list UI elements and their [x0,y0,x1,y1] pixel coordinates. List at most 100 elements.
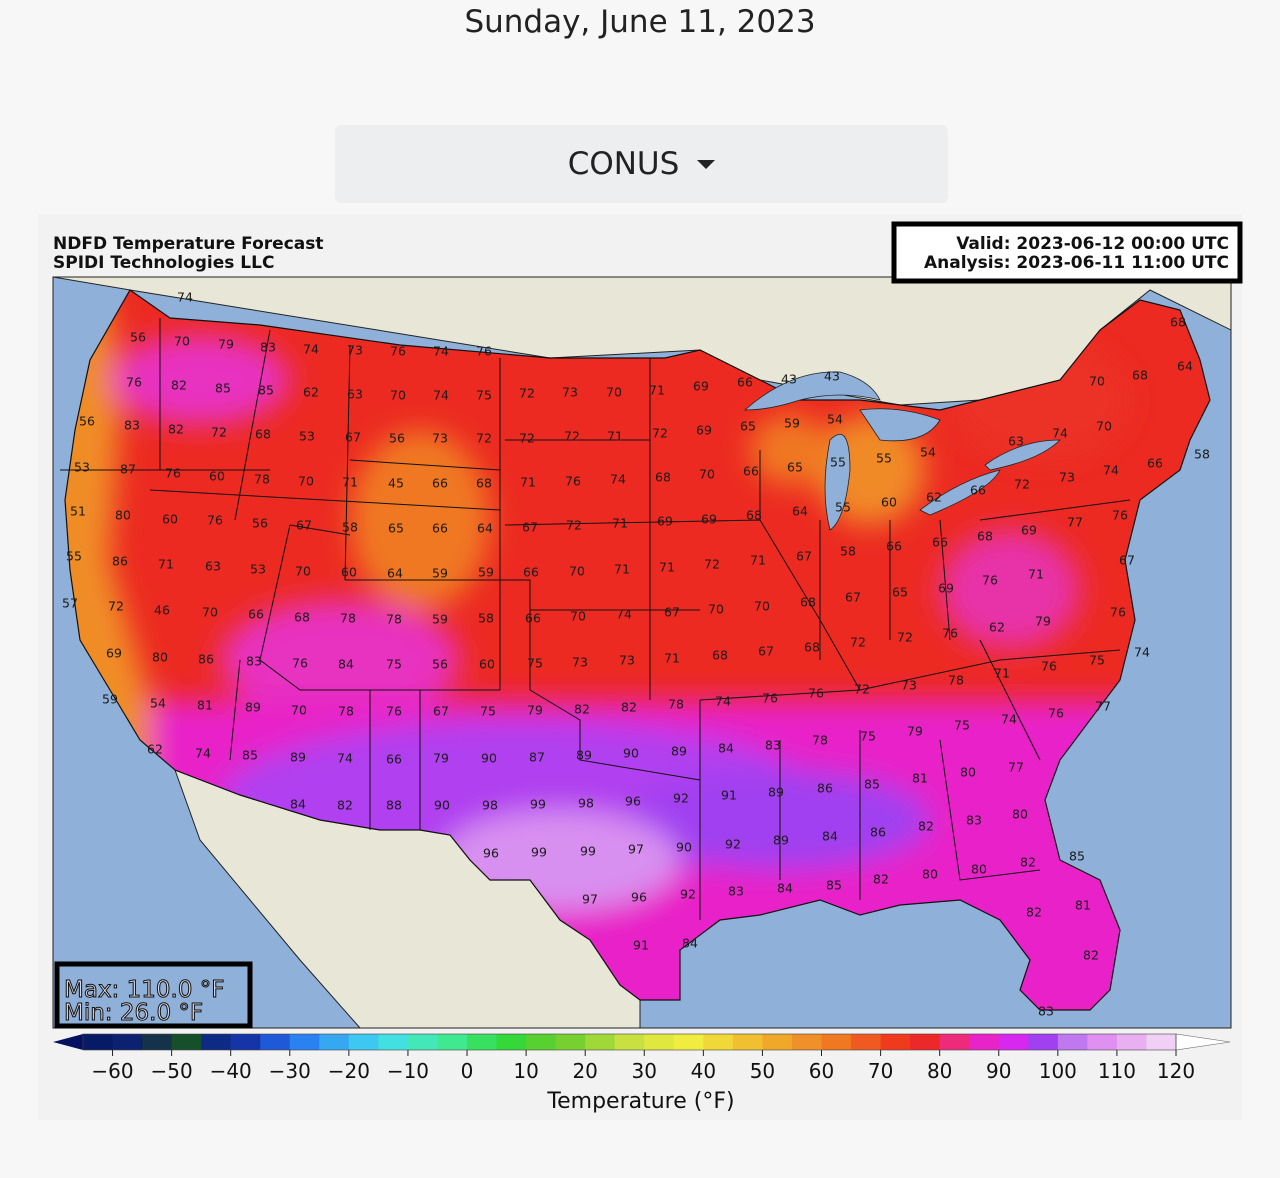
station-temperature: 68 [800,595,816,610]
station-temperature: 80 [960,765,976,780]
station-temperature: 59 [432,566,448,581]
station-temperature: 99 [531,845,547,860]
station-temperature: 71 [649,383,665,398]
station-temperature: 76 [1110,605,1126,620]
station-temperature: 66 [886,539,902,554]
station-temperature: 84 [290,797,306,812]
station-temperature: 74 [1103,463,1119,478]
station-temperature: 68 [1170,315,1186,330]
colorbar-tick-label: 40 [691,1059,716,1083]
station-temperature: 80 [152,650,168,665]
station-temperature: 75 [386,657,402,672]
station-temperature: 43 [824,369,840,384]
colorbar-segment [112,1034,143,1050]
station-temperature: 59 [432,612,448,627]
station-temperature: 92 [673,791,689,806]
station-temperature: 72 [519,386,535,401]
station-temperature: 82 [1026,905,1042,920]
station-temperature: 78 [338,704,354,719]
station-temperature: 66 [970,483,986,498]
station-temperature: 89 [768,785,784,800]
station-temperature: 76 [390,344,406,359]
station-temperature: 71 [612,516,628,531]
station-temperature: 90 [481,751,497,766]
station-temperature: 87 [120,462,136,477]
station-temperature: 89 [773,833,789,848]
station-temperature: 59 [102,692,118,707]
min-label: Min: 26.0 °F [64,1000,203,1026]
station-temperature: 96 [483,846,499,861]
colorbar-segment [555,1034,586,1050]
station-temperature: 89 [245,700,261,715]
colorbar-tick-label: −20 [328,1059,370,1083]
station-temperature: 92 [680,887,696,902]
colorbar-segment [585,1034,616,1050]
station-temperature: 89 [671,744,687,759]
station-temperature: 67 [796,549,812,564]
station-temperature: 76 [292,656,308,671]
station-temperature: 64 [387,566,403,581]
station-temperature: 67 [345,430,361,445]
station-temperature: 68 [712,648,728,663]
station-temperature: 90 [434,798,450,813]
colorbar-segment [732,1034,763,1050]
region-dropdown[interactable]: CONUS [335,125,948,203]
colorbar-segment [1057,1034,1088,1050]
station-temperature: 98 [578,796,594,811]
station-temperature: 89 [576,748,592,763]
station-temperature: 77 [1008,760,1024,775]
station-temperature: 65 [388,521,404,536]
station-temperature: 68 [655,470,671,485]
colorbar-segment [289,1034,320,1050]
colorbar-segment [83,1034,114,1050]
valid-time: Valid: 2023-06-12 00:00 UTC [956,234,1229,254]
station-temperature: 85 [1069,849,1085,864]
colorbar-segment [1116,1034,1147,1050]
station-temperature: 86 [817,781,833,796]
station-temperature: 67 [433,704,449,719]
station-temperature: 72 [854,682,870,697]
colorbar-tick-label: 90 [986,1059,1011,1083]
analysis-time: Analysis: 2023-06-11 11:00 UTC [924,253,1229,273]
station-temperature: 46 [154,603,170,618]
station-temperature: 84 [718,741,734,756]
station-temperature: 53 [299,429,315,444]
colorbar-segment [673,1034,704,1050]
station-temperature: 81 [197,698,213,713]
station-temperature: 60 [341,565,357,580]
colorbar-tick-label: 10 [513,1059,538,1083]
station-temperature: 70 [1089,374,1105,389]
great-lakes [743,371,1061,531]
station-temperature: 69 [693,379,709,394]
station-temperature: 66 [432,476,448,491]
station-temperature: 90 [676,840,692,855]
station-temperature: 66 [1147,456,1163,471]
station-temperature: 81 [1075,898,1091,913]
colorbar-segment [526,1034,557,1050]
station-temperature: 69 [701,512,717,527]
station-temperature: 71 [750,553,766,568]
station-temperature: 74 [195,746,211,761]
station-temperature: 56 [389,431,405,446]
station-temperature: 59 [478,565,494,580]
station-temperature: 58 [1194,447,1210,462]
station-temperature: 73 [619,653,635,668]
station-temperature: 71 [607,429,623,444]
max-label: Max: 110.0 °F [64,977,225,1003]
station-temperature: 97 [582,892,598,907]
station-temperature: 86 [198,652,214,667]
colorbar-under [53,1034,83,1050]
station-temperature: 91 [721,788,737,803]
station-temperature: 70 [699,467,715,482]
station-temperature: 51 [70,504,86,519]
station-temperature: 74 [1001,712,1017,727]
station-temperature: 90 [623,746,639,761]
colorbar-tick-label: 110 [1098,1059,1136,1083]
station-temperature: 66 [386,752,402,767]
station-temperature: 63 [347,387,363,402]
station-temperature: 55 [830,455,846,470]
station-temperature: 77 [1095,699,1111,714]
station-temperature: 72 [564,429,580,444]
colorbar-segment [614,1034,645,1050]
station-temperature: 76 [476,344,492,359]
